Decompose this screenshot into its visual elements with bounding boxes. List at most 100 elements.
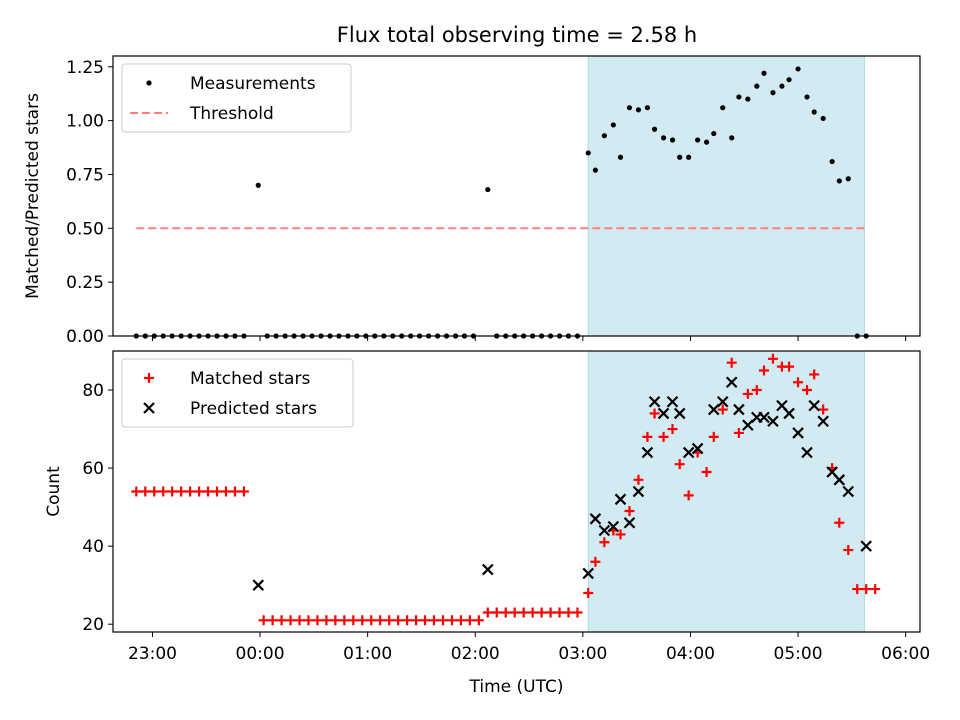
measurement-point <box>485 186 491 193</box>
matched-marker <box>194 486 205 497</box>
x-tick-label: 06:00 <box>881 644 930 664</box>
matched-marker <box>500 607 511 618</box>
measurement-point <box>729 135 735 141</box>
matched-marker <box>393 615 404 626</box>
matched-marker <box>420 615 431 626</box>
x-tick-label: 00:00 <box>236 644 285 664</box>
matched-marker <box>518 607 529 618</box>
matched-marker <box>590 556 601 567</box>
measurement-point <box>686 154 692 160</box>
matched-marker <box>220 486 231 497</box>
matched-marker <box>203 486 214 497</box>
predicted-marker <box>817 415 829 428</box>
legend-label: Threshold <box>189 104 274 124</box>
matched-marker <box>751 385 762 396</box>
x-axis-label: Time (UTC) <box>469 677 564 697</box>
matched-marker <box>312 615 323 626</box>
predicted-marker <box>623 516 636 529</box>
matched-marker <box>527 607 538 618</box>
y-tick-label: 0.00 <box>66 327 104 347</box>
predicted-marker <box>641 446 654 459</box>
legend-label: Measurements <box>190 74 316 94</box>
matched-marker <box>185 486 196 497</box>
matched-marker <box>229 486 240 497</box>
predicted-marker <box>648 395 661 408</box>
matched-marker <box>758 365 769 376</box>
measurement-point <box>677 154 683 160</box>
legend-box <box>121 63 352 133</box>
matched-marker <box>144 373 154 383</box>
matched-marker <box>599 537 610 548</box>
x-tick-label: 04:00 <box>666 644 715 664</box>
predicted-marker <box>767 415 779 428</box>
legend: Matched stars Predicted stars <box>121 358 354 428</box>
matched-marker <box>491 607 502 618</box>
y-tick-label: 0.50 <box>66 219 104 239</box>
predicted-marker <box>589 513 602 525</box>
matched-marker <box>357 615 368 626</box>
y-axis-label: Matched/Predicted stars <box>23 93 43 299</box>
matched-marker <box>429 615 440 626</box>
matched-marker <box>742 388 753 399</box>
matched-marker <box>375 615 386 626</box>
measurement-point <box>255 182 261 188</box>
matched-marker <box>802 385 813 396</box>
measurement-point <box>804 94 810 100</box>
y-tick-label: 40 <box>82 537 104 557</box>
matched-marker <box>158 486 169 497</box>
matched-marker <box>384 615 395 626</box>
measurement-point <box>610 122 616 128</box>
measurement-point <box>820 115 826 122</box>
matched-marker <box>437 615 448 626</box>
measurement-point <box>711 130 717 137</box>
matched-marker <box>818 404 829 415</box>
bottom-panel: 20 40 60 80 23:00 00:00 01:00 02:00 03:00 04:00 05… <box>44 350 930 697</box>
predicted-marker <box>758 411 770 424</box>
matched-marker <box>726 357 737 368</box>
matched-marker <box>658 431 669 442</box>
measurement-point <box>761 70 767 76</box>
matched-marker <box>536 607 547 618</box>
matched-marker <box>339 615 350 626</box>
matched-marker <box>212 486 223 497</box>
x-tick-label: 23:00 <box>128 644 177 664</box>
matched-marker <box>276 615 287 626</box>
predicted-marker <box>582 567 595 580</box>
y-axis-label: Count <box>44 466 64 517</box>
matched-marker <box>303 615 314 626</box>
measurement-point <box>592 167 599 173</box>
matched-marker <box>624 506 635 517</box>
measurement-point <box>669 137 676 143</box>
measurement-point <box>770 90 776 96</box>
matched-marker <box>321 615 332 626</box>
matched-marker <box>285 615 296 626</box>
predicted-marker <box>860 540 872 552</box>
predicted-marker <box>801 446 813 459</box>
legend-box <box>121 358 354 428</box>
matched-marker <box>674 459 685 470</box>
matched-marker <box>683 490 694 501</box>
axes-frame <box>112 55 921 337</box>
measurement-point <box>601 133 607 139</box>
measurement-point <box>644 105 651 111</box>
predicted-marker <box>614 493 627 506</box>
x-tick-label: 03:00 <box>558 644 607 664</box>
matched-marker <box>366 615 377 626</box>
matched-marker <box>563 607 574 618</box>
predicted-marker <box>742 419 754 431</box>
predicted-marker <box>842 485 855 498</box>
predicted-marker <box>657 407 670 420</box>
matched-marker <box>482 607 493 618</box>
matched-marker <box>267 615 278 626</box>
y-tick-label: 0.75 <box>66 165 104 185</box>
matched-marker <box>473 615 484 626</box>
measurement-point <box>786 77 792 83</box>
predicted-marker <box>598 524 611 537</box>
measurement-point <box>736 94 742 100</box>
measurement-point <box>795 66 801 72</box>
predicted-marker <box>833 474 846 486</box>
measurement-point <box>836 178 842 184</box>
predicted-marker <box>707 403 720 416</box>
matched-marker <box>258 615 269 626</box>
matched-marker <box>809 369 820 380</box>
